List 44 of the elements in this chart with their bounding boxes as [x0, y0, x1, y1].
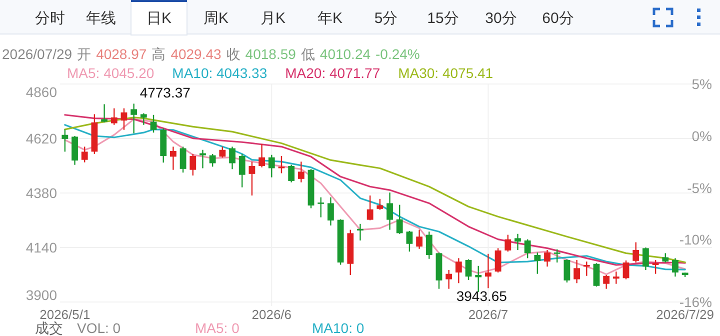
- text: 成交: [35, 320, 63, 336]
- text: 周K: [203, 10, 229, 27]
- text: 日K: [146, 10, 172, 27]
- text: 60分: [542, 10, 574, 27]
- text: 高: [152, 46, 166, 62]
- text: 30分: [485, 10, 517, 27]
- y2-tick-label: 0%: [692, 128, 712, 144]
- text: MA20: 4071.77: [285, 65, 380, 81]
- y-tick-label: 3900: [26, 287, 58, 303]
- text: 分时: [35, 10, 65, 27]
- annotation: 4773.37: [140, 84, 191, 101]
- x-tick-label: 2026/5/1: [40, 307, 90, 322]
- text: 4029.43: [170, 46, 222, 62]
- y-tick-label: 4860: [26, 84, 58, 100]
- text: MA10: 4043.33: [172, 65, 268, 81]
- text: -0.24%: [376, 46, 420, 62]
- text: 开: [77, 46, 92, 62]
- text: MA30: 4075.41: [398, 65, 494, 81]
- y2-tick-label: -5%: [687, 180, 712, 196]
- text: 收: [226, 46, 240, 62]
- text: 5分: [374, 10, 398, 27]
- annotation: 3943.65: [456, 288, 508, 304]
- y-tick-label: 4380: [26, 185, 58, 201]
- text: MA5: 4045.20: [67, 65, 154, 81]
- x-tick-label: 2026/7/29: [656, 307, 714, 322]
- text: 15分: [427, 10, 459, 27]
- y-tick-label: 4620: [26, 130, 58, 146]
- y2-tick-label: -10%: [679, 232, 712, 248]
- x-tick-label: 2026/7: [468, 307, 508, 322]
- text: 低: [300, 46, 315, 62]
- text: MA10: 0: [312, 320, 364, 336]
- text: 4010.24: [320, 46, 371, 62]
- y2-tick-label: 5%: [692, 76, 712, 92]
- text: MA5: 0: [195, 320, 240, 336]
- y2-tick-label: -16%: [679, 294, 712, 310]
- x-tick-label: 2026/6: [252, 307, 292, 322]
- text: 年K: [317, 10, 343, 27]
- text: 2026/07/29: [2, 46, 72, 62]
- text: 4018.59: [245, 46, 296, 62]
- text: 年线: [86, 10, 116, 27]
- text: VOL: 0: [77, 320, 121, 336]
- text: 4028.97: [96, 46, 147, 62]
- y-tick-label: 4140: [26, 240, 58, 256]
- text: 月K: [260, 10, 286, 27]
